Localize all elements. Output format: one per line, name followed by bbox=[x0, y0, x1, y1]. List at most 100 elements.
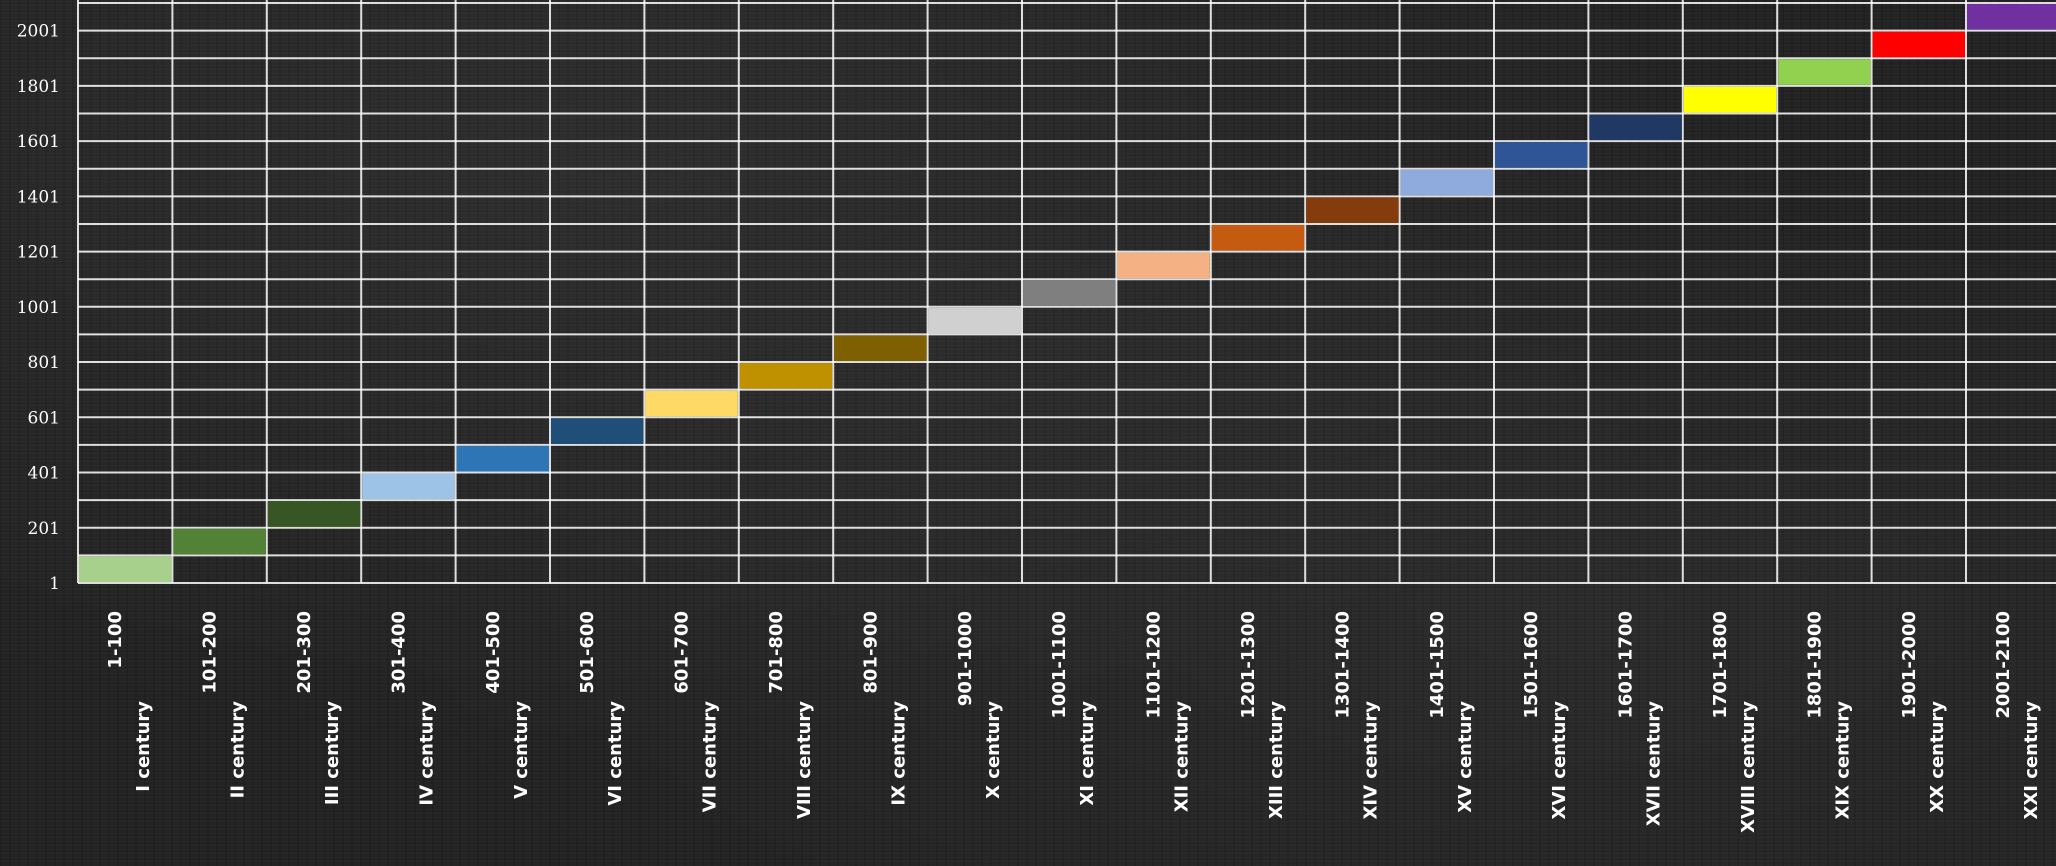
y-tick-label: 401 bbox=[28, 464, 60, 484]
x-category-label: 1401-1500 XV century bbox=[1427, 611, 1476, 813]
x-years-label: 1601-1700 bbox=[1616, 611, 1637, 719]
x-category-label: 201-300 III century bbox=[294, 611, 343, 805]
century-bar bbox=[173, 528, 266, 555]
century-bar bbox=[1023, 280, 1116, 306]
x-years-label: 1501-1600 bbox=[1521, 611, 1542, 719]
century-bar bbox=[834, 335, 927, 362]
x-century-label: XVII century bbox=[1644, 701, 1665, 826]
y-tick-label: 1801 bbox=[17, 77, 60, 97]
grid bbox=[77, 0, 2056, 584]
century-bar bbox=[1589, 114, 1682, 141]
x-century-label: XV century bbox=[1455, 701, 1476, 813]
x-years-label: 901-1000 bbox=[955, 611, 976, 706]
x-axis-labels: 1-100 I century 101-200 II century 201-300 II… bbox=[105, 611, 2042, 833]
x-category-label: 101-200 II century bbox=[200, 611, 249, 798]
century-bar bbox=[1211, 224, 1305, 251]
x-category-label: 1801-1900 XIX century bbox=[1804, 611, 1853, 819]
century-bar bbox=[1117, 252, 1210, 279]
x-years-label: 801-900 bbox=[860, 611, 881, 694]
x-years-label: 1101-1200 bbox=[1144, 611, 1165, 719]
x-category-label: 1901-2000 XX century bbox=[1899, 611, 1948, 813]
x-century-label: XIV century bbox=[1360, 701, 1381, 820]
y-tick-label: 1401 bbox=[17, 187, 60, 207]
x-years-label: 1301-1400 bbox=[1332, 611, 1353, 719]
x-years-label: 301-400 bbox=[388, 611, 409, 694]
x-category-label: 1601-1700 XVII century bbox=[1616, 611, 1665, 826]
x-century-label: IX century bbox=[888, 701, 909, 806]
x-century-label: V century bbox=[511, 701, 532, 799]
century-bar bbox=[739, 363, 833, 389]
x-century-label: II century bbox=[228, 701, 249, 799]
x-category-label: 901-1000 X century bbox=[955, 611, 1004, 799]
x-years-label: 201-300 bbox=[294, 611, 315, 694]
x-century-label: I century bbox=[133, 701, 154, 792]
x-years-label: 2001-2100 bbox=[1993, 611, 2014, 719]
century-bar bbox=[645, 390, 738, 417]
century-bar bbox=[1872, 31, 1965, 58]
x-category-label: 401-500 V century bbox=[483, 611, 532, 799]
x-century-label: XIX century bbox=[1832, 701, 1853, 820]
x-years-label: 701-800 bbox=[766, 611, 787, 694]
century-bar bbox=[267, 501, 361, 527]
century-bars bbox=[79, 4, 2056, 582]
century-bar bbox=[1683, 86, 1777, 113]
century-bar bbox=[1967, 4, 2056, 30]
x-century-label: XXI century bbox=[2021, 701, 2042, 820]
x-category-label: 1701-1800 XVIII century bbox=[1710, 611, 1759, 833]
century-bar bbox=[1400, 169, 1493, 196]
x-category-label: 701-800 VIII century bbox=[766, 611, 815, 819]
x-years-label: 1001-1100 bbox=[1049, 611, 1070, 719]
x-century-label: VIII century bbox=[794, 701, 815, 819]
x-years-label: 501-600 bbox=[577, 611, 598, 694]
x-years-label: 1401-1500 bbox=[1427, 611, 1448, 719]
x-century-label: VI century bbox=[605, 701, 626, 806]
x-century-label: VII century bbox=[700, 701, 721, 813]
x-category-label: 1101-1200 XII century bbox=[1144, 611, 1193, 812]
century-bar bbox=[1306, 197, 1399, 223]
century-bar bbox=[79, 556, 172, 582]
x-category-label: 2001-2100 XXI century bbox=[1993, 611, 2042, 819]
y-tick-label: 801 bbox=[28, 353, 60, 373]
y-tick-label: 201 bbox=[28, 519, 60, 539]
x-century-label: XI century bbox=[1077, 701, 1098, 806]
y-tick-label: 2001 bbox=[17, 22, 60, 42]
century-bar bbox=[928, 307, 1021, 334]
century-bar bbox=[1495, 142, 1588, 168]
x-century-label: X century bbox=[983, 701, 1004, 799]
x-category-label: 801-900 IX century bbox=[860, 611, 909, 806]
x-century-label: XVI century bbox=[1549, 701, 1570, 820]
x-category-label: 1-100 I century bbox=[105, 611, 154, 792]
x-century-label: IV century bbox=[416, 701, 437, 806]
century-bar bbox=[551, 418, 644, 444]
y-tick-label: 1001 bbox=[17, 298, 60, 318]
x-years-label: 1201-1300 bbox=[1238, 611, 1259, 719]
y-tick-label: 1 bbox=[49, 574, 60, 594]
x-years-label: 1-100 bbox=[105, 611, 126, 669]
x-years-label: 401-500 bbox=[483, 611, 504, 694]
x-category-label: 1501-1600 XVI century bbox=[1521, 611, 1570, 820]
x-category-label: 301-400 IV century bbox=[388, 611, 437, 806]
century-bar bbox=[456, 445, 549, 472]
y-tick-label: 1201 bbox=[17, 243, 60, 263]
x-century-label: III century bbox=[322, 701, 343, 805]
x-years-label: 601-700 bbox=[672, 611, 693, 694]
x-category-label: 1201-1300 XIII century bbox=[1238, 611, 1287, 819]
x-years-label: 1701-1800 bbox=[1710, 611, 1731, 719]
x-century-label: XIII century bbox=[1266, 701, 1287, 819]
century-bar bbox=[1778, 59, 1871, 85]
x-years-label: 1801-1900 bbox=[1804, 611, 1825, 719]
x-category-label: 1301-1400 XIV century bbox=[1332, 611, 1381, 820]
x-years-label: 101-200 bbox=[200, 611, 221, 694]
y-tick-label: 601 bbox=[28, 408, 60, 428]
x-century-label: XX century bbox=[1927, 701, 1948, 813]
x-century-label: XII century bbox=[1172, 701, 1193, 813]
x-category-label: 501-600 VI century bbox=[577, 611, 626, 806]
x-category-label: 601-700 VII century bbox=[672, 611, 721, 812]
century-bar bbox=[362, 473, 455, 500]
y-tick-label: 1601 bbox=[17, 132, 60, 152]
x-years-label: 1901-2000 bbox=[1899, 611, 1920, 719]
x-century-label: XVIII century bbox=[1738, 701, 1759, 833]
